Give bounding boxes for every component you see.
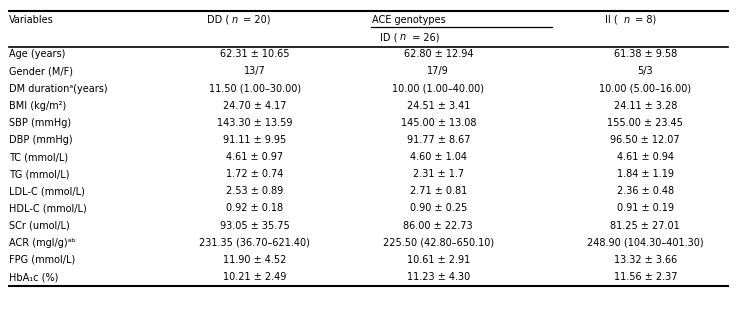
Text: 2.36 ± 0.48: 2.36 ± 0.48: [617, 186, 674, 196]
Text: 91.11 ± 9.95: 91.11 ± 9.95: [223, 135, 286, 145]
Text: FPG (mmol/L): FPG (mmol/L): [9, 255, 75, 265]
Text: ID (: ID (: [380, 32, 397, 42]
Text: 4.61 ± 0.94: 4.61 ± 0.94: [617, 152, 674, 162]
Text: 143.30 ± 13.59: 143.30 ± 13.59: [217, 118, 293, 128]
Text: 13.32 ± 3.66: 13.32 ± 3.66: [614, 255, 677, 265]
Text: Age (years): Age (years): [9, 49, 65, 59]
Text: = 8): = 8): [632, 15, 657, 25]
Text: LDL-C (mmol/L): LDL-C (mmol/L): [9, 186, 85, 196]
Text: DM durationᵃ(years): DM durationᵃ(years): [9, 83, 108, 94]
Text: 10.61 ± 2.91: 10.61 ± 2.91: [407, 255, 470, 265]
Text: = 20): = 20): [240, 15, 270, 25]
Text: 5/3: 5/3: [638, 66, 653, 76]
Text: 2.53 ± 0.89: 2.53 ± 0.89: [226, 186, 283, 196]
Text: SBP (mmHg): SBP (mmHg): [9, 118, 71, 128]
Text: 0.90 ± 0.25: 0.90 ± 0.25: [410, 203, 467, 214]
Text: = 26): = 26): [409, 32, 439, 42]
Text: 61.38 ± 9.58: 61.38 ± 9.58: [614, 49, 677, 59]
Text: 11.23 ± 4.30: 11.23 ± 4.30: [407, 272, 470, 282]
Text: 86.00 ± 22.73: 86.00 ± 22.73: [403, 221, 473, 231]
Text: ACE genotypes: ACE genotypes: [372, 15, 446, 25]
Text: 231.35 (36.70–621.40): 231.35 (36.70–621.40): [199, 238, 310, 248]
Text: HbA₁c (%): HbA₁c (%): [9, 272, 58, 282]
Text: n: n: [624, 15, 629, 25]
Text: 1.84 ± 1.19: 1.84 ± 1.19: [617, 169, 674, 179]
Text: BMI (kg/m²): BMI (kg/m²): [9, 101, 66, 111]
Text: 2.71 ± 0.81: 2.71 ± 0.81: [410, 186, 467, 196]
Text: TC (mmol/L): TC (mmol/L): [9, 152, 68, 162]
Text: 0.92 ± 0.18: 0.92 ± 0.18: [226, 203, 283, 214]
Text: 62.80 ± 12.94: 62.80 ± 12.94: [403, 49, 473, 59]
Text: Variables: Variables: [9, 15, 54, 25]
Text: 62.31 ± 10.65: 62.31 ± 10.65: [220, 49, 290, 59]
Text: 13/7: 13/7: [244, 66, 265, 76]
Text: HDL-C (mmol/L): HDL-C (mmol/L): [9, 203, 86, 214]
Text: 1.72 ± 0.74: 1.72 ± 0.74: [226, 169, 284, 179]
Text: 24.51 ± 3.41: 24.51 ± 3.41: [407, 101, 470, 111]
Text: 4.61 ± 0.97: 4.61 ± 0.97: [226, 152, 283, 162]
Text: TG (mmol/L): TG (mmol/L): [9, 169, 69, 179]
Text: 24.11 ± 3.28: 24.11 ± 3.28: [614, 101, 677, 111]
Text: 10.21 ± 2.49: 10.21 ± 2.49: [223, 272, 287, 282]
Text: 10.00 (1.00–40.00): 10.00 (1.00–40.00): [392, 83, 484, 94]
Text: 91.77 ± 8.67: 91.77 ± 8.67: [407, 135, 470, 145]
Text: n: n: [231, 15, 237, 25]
Text: 11.50 (1.00–30.00): 11.50 (1.00–30.00): [209, 83, 301, 94]
Text: 248.90 (104.30–401.30): 248.90 (104.30–401.30): [587, 238, 704, 248]
Text: DD (: DD (: [207, 15, 229, 25]
Text: 93.05 ± 35.75: 93.05 ± 35.75: [220, 221, 290, 231]
Text: 11.90 ± 4.52: 11.90 ± 4.52: [223, 255, 287, 265]
Text: SCr (umol/L): SCr (umol/L): [9, 221, 69, 231]
Text: 24.70 ± 4.17: 24.70 ± 4.17: [223, 101, 287, 111]
Text: 10.00 (5.00–16.00): 10.00 (5.00–16.00): [599, 83, 691, 94]
Text: 225.50 (42.80–650.10): 225.50 (42.80–650.10): [383, 238, 494, 248]
Text: DBP (mmHg): DBP (mmHg): [9, 135, 72, 145]
Text: 4.60 ± 1.04: 4.60 ± 1.04: [410, 152, 467, 162]
Text: 81.25 ± 27.01: 81.25 ± 27.01: [610, 221, 680, 231]
Text: 96.50 ± 12.07: 96.50 ± 12.07: [610, 135, 680, 145]
Text: 0.91 ± 0.19: 0.91 ± 0.19: [617, 203, 674, 214]
Text: Gender (M/F): Gender (M/F): [9, 66, 73, 76]
Text: 2.31 ± 1.7: 2.31 ± 1.7: [413, 169, 464, 179]
Text: 145.00 ± 13.08: 145.00 ± 13.08: [400, 118, 476, 128]
Text: n: n: [399, 32, 405, 42]
Text: 11.56 ± 2.37: 11.56 ± 2.37: [613, 272, 677, 282]
Text: II (: II (: [605, 15, 618, 25]
Text: ACR (mgl/g)ᵃᵇ: ACR (mgl/g)ᵃᵇ: [9, 238, 75, 248]
Text: 155.00 ± 23.45: 155.00 ± 23.45: [607, 118, 683, 128]
Text: 17/9: 17/9: [427, 66, 449, 76]
